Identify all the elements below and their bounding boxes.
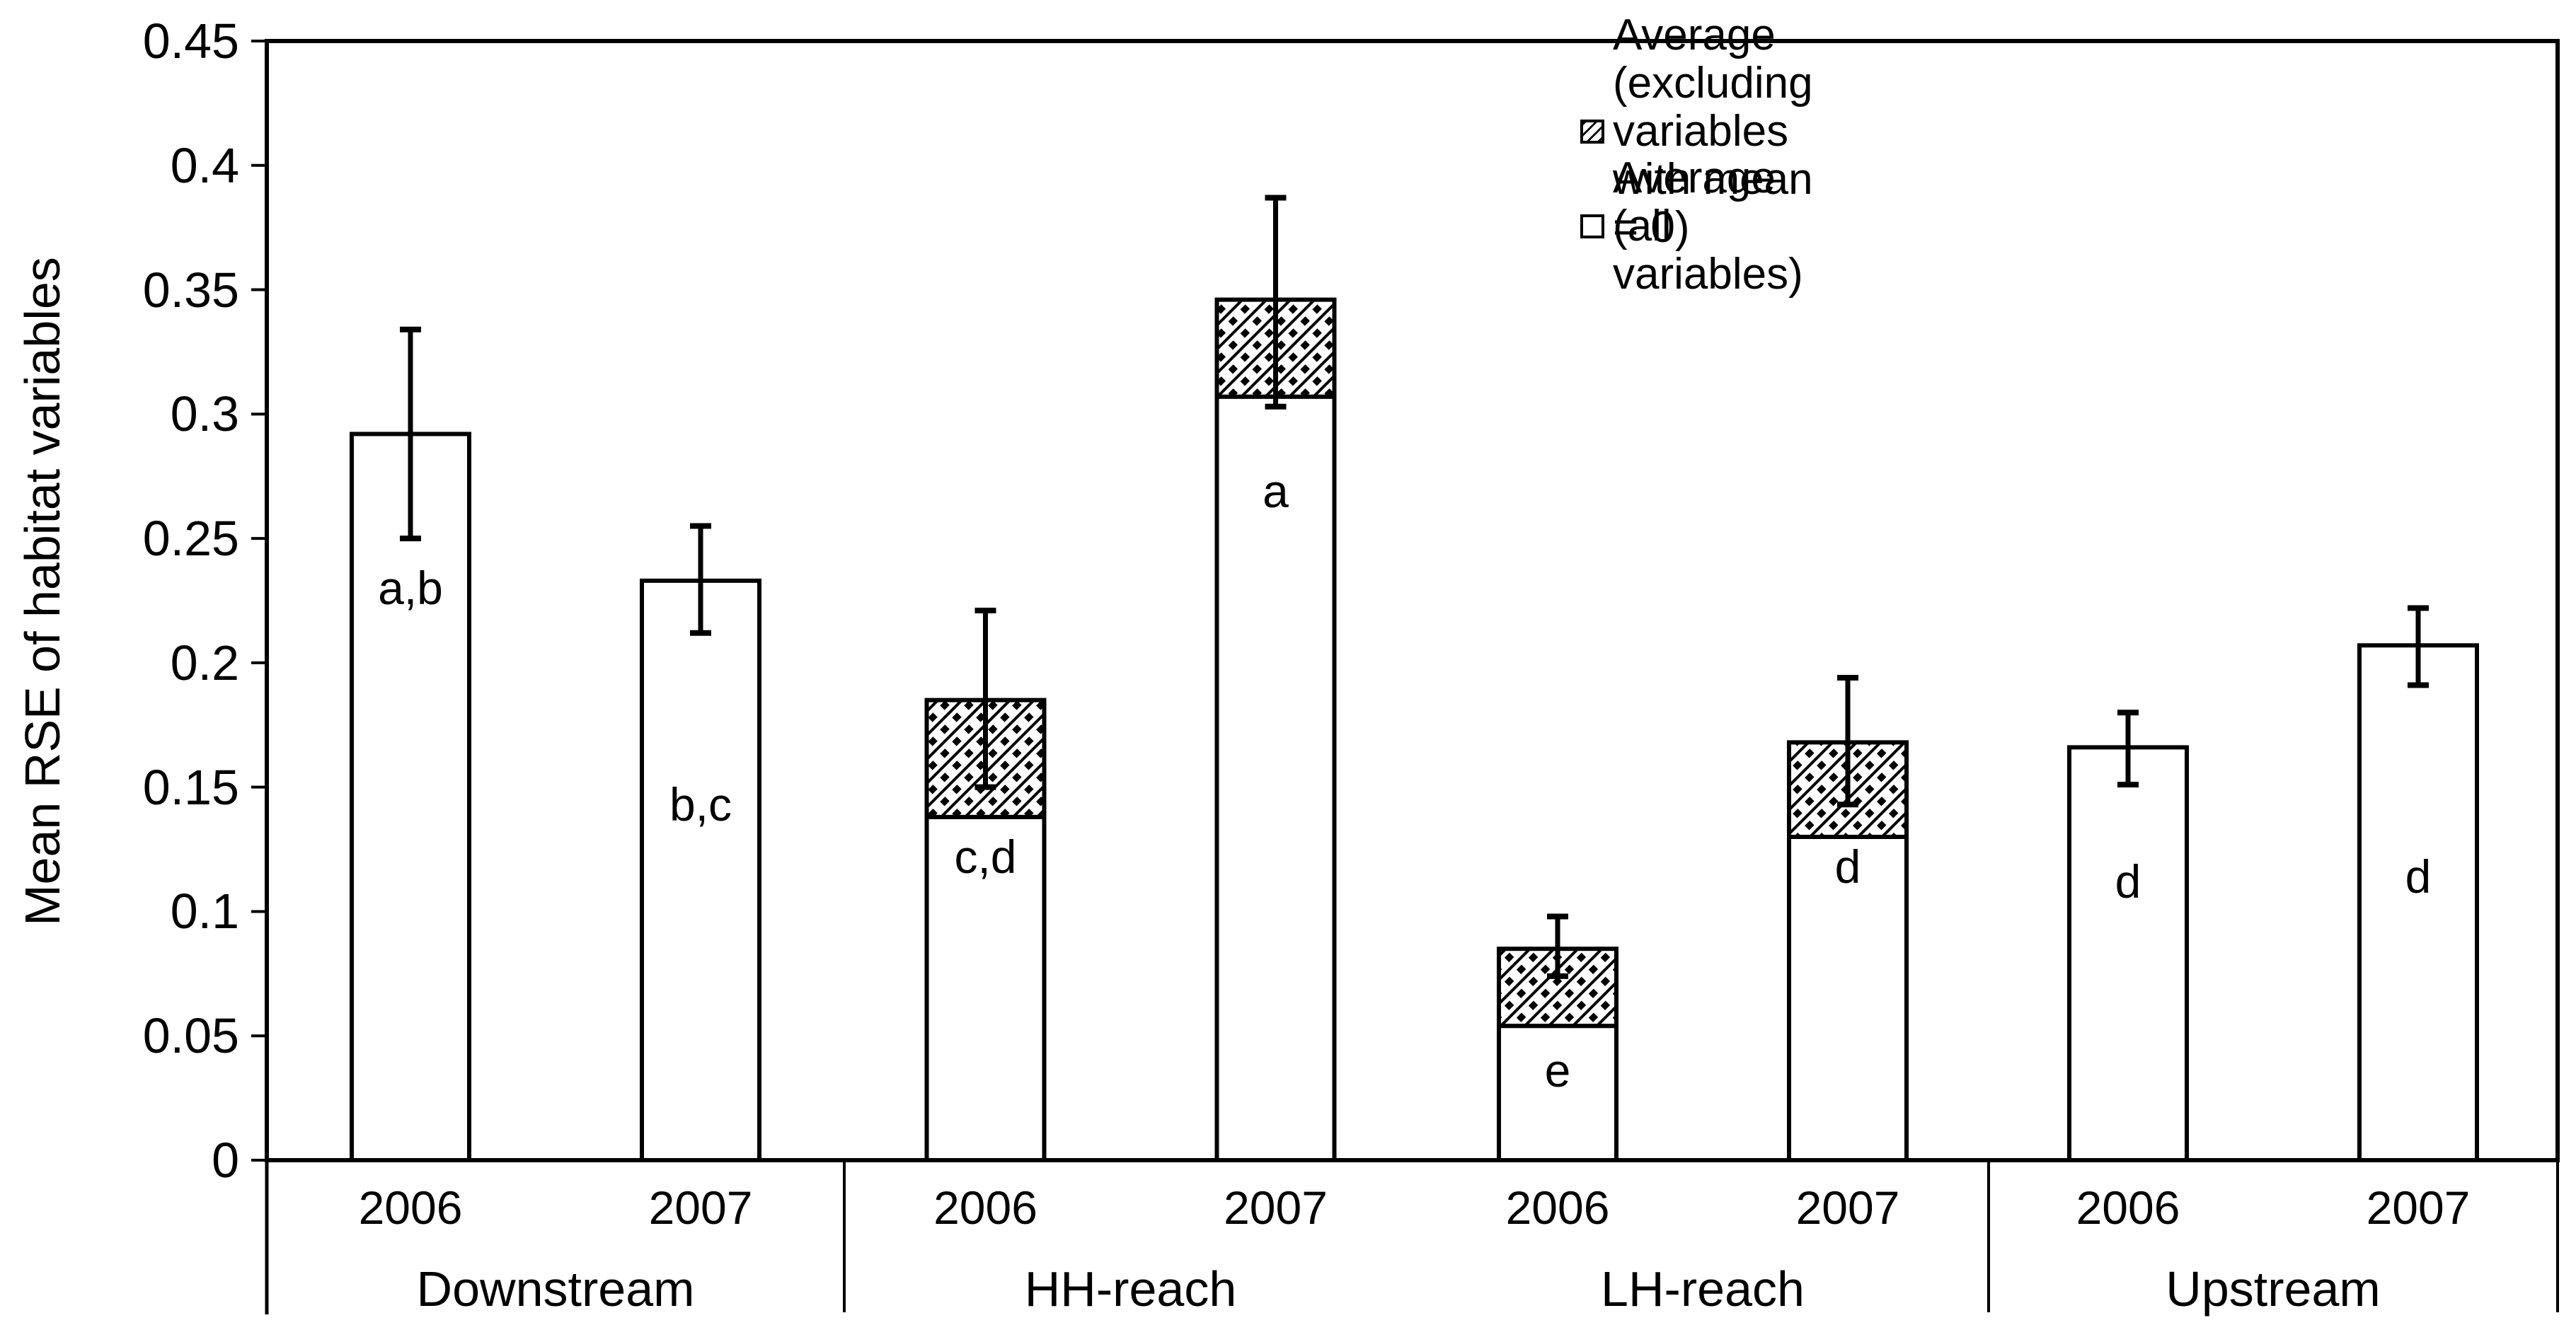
x-tick-label-lh-reach-2007: 2007 <box>1795 1181 1900 1234</box>
sig-letter-lh-reach-2007: d <box>1834 840 1861 893</box>
legend-label-all-variables: Average (all variables) <box>1613 154 1803 299</box>
x-tick-label-lh-reach-2006: 2006 <box>1505 1181 1610 1234</box>
plot-border <box>265 39 2560 1162</box>
sig-letter-hh-reach-2006: c,d <box>954 831 1017 884</box>
y-tick-label: 0.1 <box>170 884 239 939</box>
legend-item-excluding-zeros: Average (excluding variables with mean =… <box>1580 11 1813 252</box>
y-tick-label: 0.45 <box>142 13 239 69</box>
sig-letter-lh-reach-2006: e <box>1544 1044 1571 1097</box>
y-tick-label: 0.05 <box>142 1008 239 1064</box>
group-label-lh-reach: LH-reach <box>1601 1261 1805 1317</box>
legend-label-excluding-zeros: Average (excluding variables with mean =… <box>1613 11 1813 252</box>
bar-hh-reach-2006 <box>924 814 1047 1163</box>
bar-downstream-2006 <box>350 432 471 1162</box>
bar-downstream-2007 <box>640 578 761 1162</box>
sig-letter-downstream-2007: b,c <box>669 778 732 831</box>
y-tick-label: 0.15 <box>142 759 239 815</box>
y-tick-label: 0.35 <box>142 262 239 318</box>
sig-letter-upstream-2006: d <box>2115 855 2141 908</box>
group-label-hh-reach: HH-reach <box>1024 1261 1237 1317</box>
x-tick-label-upstream-2006: 2006 <box>2076 1181 2180 1234</box>
y-tick-label: 0.25 <box>142 511 239 567</box>
x-tick-label-downstream-2007: 2007 <box>648 1181 753 1234</box>
y-tick-label: 0 <box>212 1133 239 1188</box>
bar-lh-reach-2007 <box>1787 834 1909 1162</box>
x-tick-label-upstream-2007: 2007 <box>2366 1181 2471 1234</box>
sig-letter-hh-reach-2007: a <box>1263 465 1289 518</box>
bar-upstream-2006 <box>2067 745 2189 1162</box>
x-tick-label-hh-reach-2007: 2007 <box>1224 1181 1328 1234</box>
y-tick-label: 0.4 <box>170 137 239 193</box>
legend-swatch-plain-icon <box>1580 214 1604 238</box>
bar-upstream-2007 <box>2357 643 2479 1162</box>
legend-item-all-variables: Average (all variables) <box>1580 154 1803 299</box>
sig-letter-upstream-2007: d <box>2405 850 2432 903</box>
group-label-downstream: Downstream <box>416 1261 695 1317</box>
y-tick-label: 0.3 <box>170 386 239 442</box>
legend-swatch-hatched-icon <box>1580 120 1604 144</box>
y-axis-title: Mean RSE of habitat variables <box>15 257 70 926</box>
group-label-upstream: Upstream <box>2166 1261 2381 1317</box>
sig-letter-downstream-2006: a,b <box>378 562 443 615</box>
bar-hh-reach-2007 <box>1214 394 1337 1162</box>
bar-lh-reach-2006 <box>1497 1024 1618 1163</box>
x-tick-label-hh-reach-2006: 2006 <box>933 1181 1037 1234</box>
x-tick-label-downstream-2006: 2006 <box>358 1181 463 1234</box>
y-tick-label: 0.2 <box>170 635 239 690</box>
